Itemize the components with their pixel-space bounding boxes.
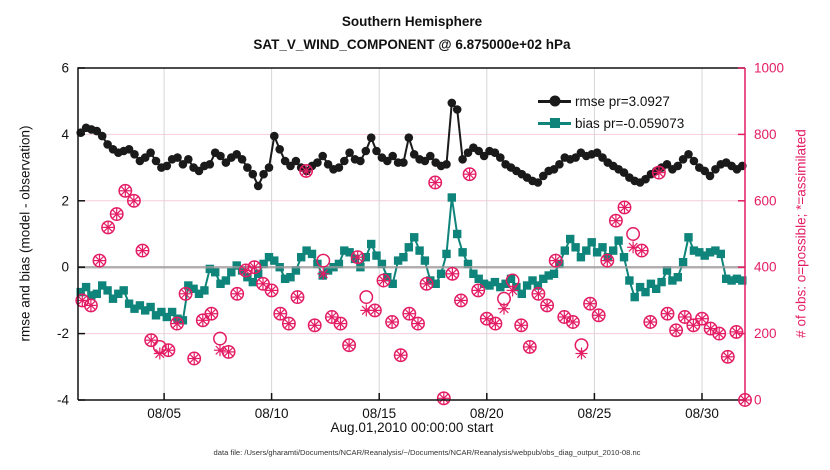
- svg-text:200: 200: [754, 326, 777, 341]
- legend-label-bias: bias pr=-0.059073: [575, 115, 685, 131]
- svg-text:08/25: 08/25: [578, 406, 612, 421]
- svg-text:0: 0: [754, 393, 762, 408]
- legend: rmse pr=3.0927 bias pr=-0.059073: [538, 90, 684, 134]
- svg-text:08/15: 08/15: [362, 406, 396, 421]
- svg-text:08/20: 08/20: [470, 406, 504, 421]
- svg-text:08/05: 08/05: [147, 406, 181, 421]
- svg-text:08/10: 08/10: [255, 406, 289, 421]
- svg-text:-2: -2: [57, 326, 69, 341]
- chart-subtitle: SAT_V_WIND_COMPONENT @ 6.875000e+02 hPa: [253, 37, 571, 52]
- legend-item-bias: bias pr=-0.059073: [538, 112, 684, 134]
- legend-item-rmse: rmse pr=3.0927: [538, 90, 684, 112]
- svg-text:6: 6: [61, 61, 69, 76]
- data-file-path: data file: /Users/gharamti/Documents/NCA…: [213, 448, 641, 457]
- svg-text:-4: -4: [57, 393, 69, 408]
- svg-text:08/30: 08/30: [685, 406, 719, 421]
- svg-text:600: 600: [754, 193, 777, 208]
- bias-line-square-marker-icon: [538, 118, 571, 129]
- svg-text:800: 800: [754, 127, 777, 142]
- legend-label-rmse: rmse pr=3.0927: [575, 93, 670, 109]
- left-axis-label: rmse and bias (model - observation): [17, 125, 33, 342]
- svg-text:1000: 1000: [754, 61, 784, 76]
- svg-text:4: 4: [61, 127, 69, 142]
- chart-title: Southern Hemisphere: [341, 14, 483, 29]
- rmse-line-circle-marker-icon: [538, 95, 571, 107]
- svg-text:400: 400: [754, 260, 777, 275]
- x-axis-label: Aug.01,2010 00:00:00 start: [330, 420, 494, 435]
- svg-text:2: 2: [61, 193, 69, 208]
- svg-text:0: 0: [61, 260, 69, 275]
- right-axis-label: # of obs: o=possible; *=assimilated: [793, 129, 809, 338]
